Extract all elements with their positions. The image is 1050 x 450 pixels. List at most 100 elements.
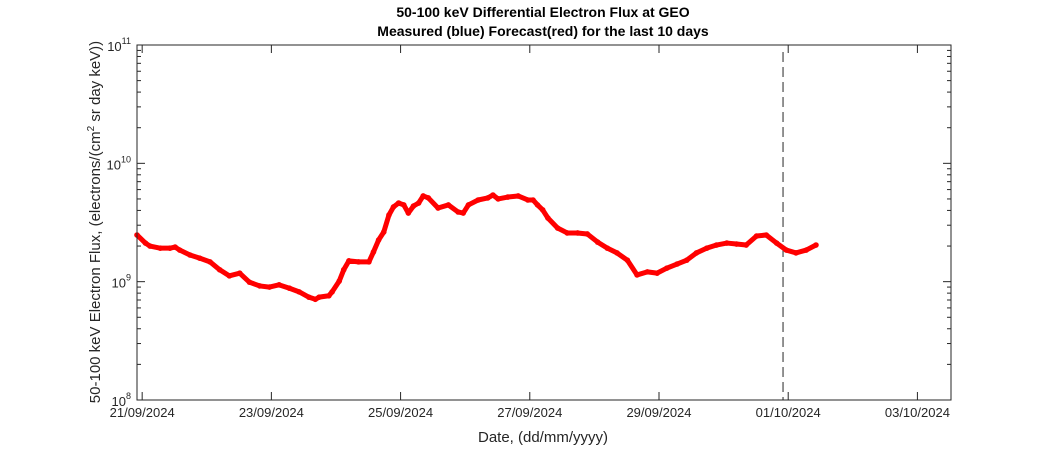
x-tick-label: 29/09/2024 <box>626 405 691 420</box>
x-tick-label: 27/09/2024 <box>497 405 562 420</box>
data-point <box>207 259 213 265</box>
data-point <box>296 289 302 295</box>
data-point <box>490 192 496 198</box>
data-point <box>346 258 352 264</box>
data-point <box>329 289 335 295</box>
data-point <box>276 282 282 288</box>
data-point <box>246 279 253 285</box>
data-point <box>793 250 799 256</box>
data-point <box>386 212 392 218</box>
data-point <box>375 237 382 243</box>
data-point <box>435 205 441 211</box>
data-point <box>306 294 312 300</box>
x-axis-label: Date, (dd/mm/yyyy) <box>478 429 608 446</box>
data-point <box>370 249 377 255</box>
data-point <box>147 243 153 249</box>
data-point <box>405 210 412 216</box>
data-point <box>753 233 760 239</box>
data-point <box>176 247 183 253</box>
x-tick-label: 03/10/2024 <box>885 405 950 420</box>
data-point <box>475 197 481 203</box>
data-point <box>256 283 263 289</box>
data-point <box>683 257 690 263</box>
y-tick-label: 1010 <box>107 154 131 172</box>
data-point <box>445 202 452 208</box>
data-point <box>401 202 407 208</box>
data-point <box>783 247 790 253</box>
data-point <box>355 259 362 265</box>
data-point <box>420 193 426 199</box>
data-point <box>564 230 571 236</box>
data-point <box>534 202 541 208</box>
x-tick-label: 25/09/2024 <box>368 405 433 420</box>
data-point <box>336 278 343 284</box>
chart-title-line1: 50-100 keV Differential Electron Flux at… <box>396 4 689 20</box>
axes: 21/09/2024 23/09/2024 25/09/2024 27/09/2024… <box>107 36 951 420</box>
data-point <box>554 225 561 231</box>
data-point <box>545 215 551 221</box>
data-point <box>484 195 491 201</box>
data-point <box>395 200 402 206</box>
data-point <box>803 247 810 253</box>
data-point <box>495 196 501 202</box>
data-point <box>326 292 332 299</box>
data-point <box>236 270 243 276</box>
data-point <box>704 245 710 251</box>
data-point <box>574 230 581 236</box>
data-point <box>743 242 750 248</box>
data-point <box>460 210 467 216</box>
y-tick-label: 108 <box>112 391 131 409</box>
data-point <box>286 285 293 292</box>
data-point <box>142 240 149 246</box>
data-point <box>415 200 422 206</box>
data-point <box>763 232 770 238</box>
data-point <box>663 265 670 271</box>
y-tick-label: 1011 <box>107 36 131 54</box>
data-point <box>425 195 432 201</box>
data-point <box>693 250 700 256</box>
data-point <box>187 252 193 258</box>
data-point <box>216 266 223 273</box>
chart-title-line2: Measured (blue) Forecast(red) for the la… <box>377 23 709 39</box>
x-tick-label: 23/09/2024 <box>239 405 304 420</box>
data-point <box>226 273 233 279</box>
data-point <box>634 272 640 278</box>
data-point <box>530 197 536 203</box>
data-point <box>654 270 660 276</box>
data-point <box>465 202 472 208</box>
data-point <box>674 261 680 267</box>
data-point <box>724 240 730 246</box>
y-tick-label: 109 <box>112 273 131 291</box>
data-point <box>316 294 322 300</box>
data-point <box>390 204 397 210</box>
data-point <box>525 197 531 203</box>
data-point <box>624 257 631 263</box>
data-point <box>266 284 273 290</box>
series-trace <box>134 192 819 302</box>
data-point <box>196 255 203 261</box>
data-point <box>366 259 372 265</box>
data-point <box>713 242 720 248</box>
data-point <box>773 240 780 246</box>
data-point <box>604 245 611 251</box>
data-series-forecast <box>134 192 819 303</box>
data-point <box>167 245 173 251</box>
data-point <box>455 209 461 215</box>
data-point <box>380 229 387 235</box>
data-point <box>157 245 164 251</box>
data-point <box>410 203 417 209</box>
data-point <box>505 194 511 200</box>
data-point <box>614 250 620 256</box>
data-point <box>594 239 601 245</box>
data-point <box>584 231 591 237</box>
data-point <box>644 269 651 275</box>
plot-frame <box>136 44 952 401</box>
x-tick-label: 01/10/2024 <box>756 405 821 420</box>
data-point <box>733 241 740 247</box>
data-point <box>515 193 521 199</box>
data-point <box>172 244 178 250</box>
data-point <box>539 207 546 213</box>
data-point <box>340 266 347 273</box>
x-tick-label: 21/09/2024 <box>110 405 175 420</box>
